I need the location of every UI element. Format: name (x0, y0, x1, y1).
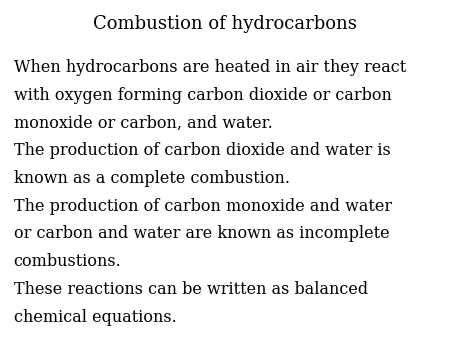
Text: Combustion of hydrocarbons: Combustion of hydrocarbons (93, 15, 357, 33)
Text: or carbon and water are known as incomplete: or carbon and water are known as incompl… (14, 225, 389, 242)
Text: These reactions can be written as balanced: These reactions can be written as balanc… (14, 281, 368, 298)
Text: chemical equations.: chemical equations. (14, 309, 176, 325)
Text: combustions.: combustions. (14, 253, 121, 270)
Text: The production of carbon monoxide and water: The production of carbon monoxide and wa… (14, 198, 392, 215)
Text: The production of carbon dioxide and water is: The production of carbon dioxide and wat… (14, 142, 390, 159)
Text: When hydrocarbons are heated in air they react: When hydrocarbons are heated in air they… (14, 59, 406, 76)
Text: known as a complete combustion.: known as a complete combustion. (14, 170, 289, 187)
Text: with oxygen forming carbon dioxide or carbon: with oxygen forming carbon dioxide or ca… (14, 87, 392, 104)
Text: monoxide or carbon, and water.: monoxide or carbon, and water. (14, 115, 272, 131)
